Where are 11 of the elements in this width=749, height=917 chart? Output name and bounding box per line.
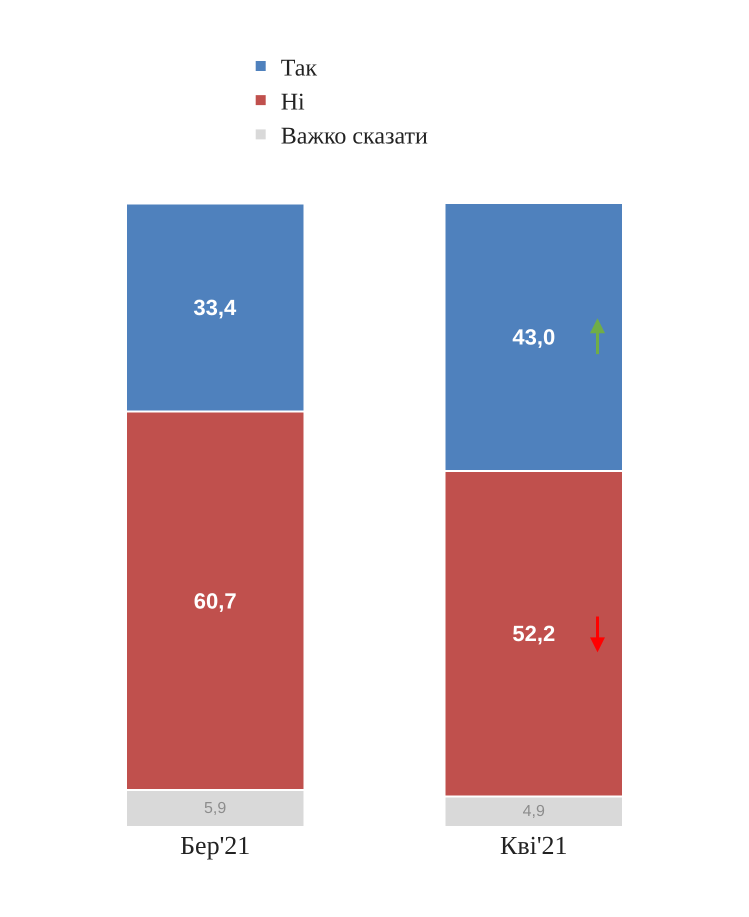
- data-label: 60,7: [194, 588, 237, 614]
- data-label: 4,9: [522, 803, 545, 820]
- legend-label: Важко сказати: [280, 124, 428, 150]
- data-label: 5,9: [204, 800, 226, 818]
- data-label: 33,4: [193, 295, 237, 320]
- data-label: 52,2: [512, 621, 556, 646]
- x-tick-label: Кві'21: [500, 831, 568, 860]
- data-label: 43,0: [512, 324, 556, 350]
- legend-label: Так: [280, 55, 318, 82]
- x-tick-label: Бер'21: [180, 831, 250, 860]
- legend-label: Ні: [280, 90, 306, 116]
